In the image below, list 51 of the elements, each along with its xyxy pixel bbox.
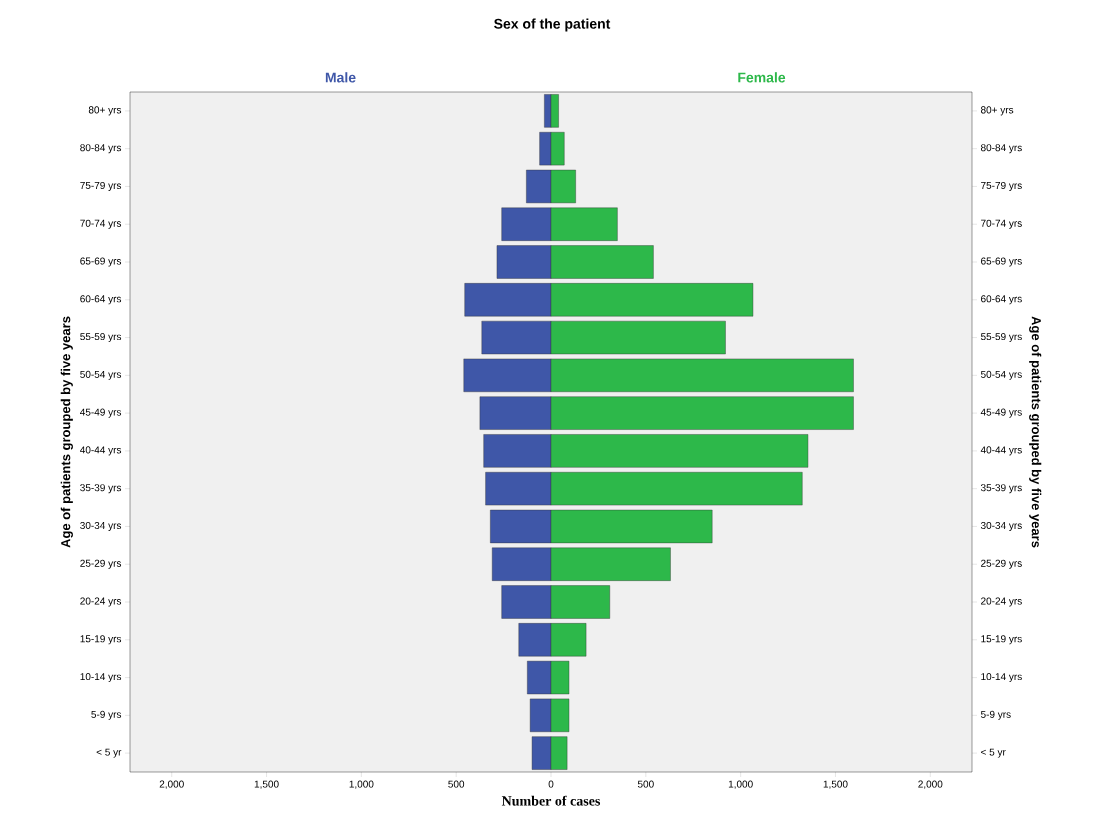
y-tick-label: 45-49 yrs [80,408,122,418]
y-tick-label: 60-64 yrs [80,295,122,305]
x-tick-label: 1,500 [823,780,848,789]
category-label: 80+ yrs [980,106,1014,116]
category-label: 40-44 yrs [980,446,1022,456]
category-label: 5-9 yrs [980,710,1011,720]
text: Male [325,72,356,83]
y-tick-label: 30-34 yrs [80,521,122,531]
category-label: 10-14 yrs [981,673,1022,683]
y-tick-label: 35-39 yrs [80,484,122,494]
x-tick-label: 2,000 [159,780,184,789]
category-label: 80-84 yrs [980,144,1022,154]
y-tick-label: 40-44 yrs [80,446,122,456]
y-axis-title: Age of patients grouped by five years [60,316,73,548]
category-label: 55-59 yrs [980,333,1022,343]
category-label: 50-54 yrs [980,370,1022,380]
category-label: 15-19 yrs [981,635,1022,645]
category-label: 25-29 yrs [981,559,1022,569]
category-label: 75-79 yrs [981,181,1022,191]
y-tick-label: 15-19 yrs [80,635,122,645]
y-tick-label: 20-24 yrs [80,597,122,607]
y-tick-label: 50-54 yrs [80,370,122,380]
y-tick-label: 65-69 yrs [80,257,122,267]
y-tick-label: 25-29 yrs [80,559,122,569]
x-tick-label: 1,000 [728,780,753,789]
category-label: 70-74 yrs [981,219,1022,229]
x-tick-label: 500 [637,780,654,788]
category-label: 45-49 yrs [980,408,1022,418]
category-label: 30-34 yrs [980,521,1022,531]
y-tick-label: < 5 yr [96,748,122,758]
category-label: < 5 yr [981,748,1006,758]
y-tick-label: 10-14 yrs [80,673,122,683]
y-tick-label: 55-59 yrs [80,333,122,343]
y-tick-label: 5-9 yrs [91,710,122,720]
category-label: 20-24 yrs [981,597,1022,607]
chart-title: Sex of the patient [494,18,611,32]
x-tick-label: 1,500 [254,780,279,789]
category-label: 60-64 yrs [981,295,1022,305]
category-label: 35-39 yrs [980,484,1022,494]
category-label: 65-69 yrs [981,257,1022,267]
x-axis-title: Number of cases [501,795,601,806]
y-tick-label: 75-79 yrs [80,181,122,191]
y-tick-label: 80-84 yrs [80,144,122,154]
y2-axis-title: Age of patients grouped by five years [1029,316,1042,548]
x-tick-label: 1,000 [349,780,374,789]
text: Female [738,72,786,83]
y-tick-label: 80+ yrs [88,106,122,116]
y-tick-label: 70-74 yrs [80,219,122,229]
x-tick-label: 0 [548,780,554,788]
x-tick-label: 2,000 [918,780,943,789]
x-tick-label: 500 [448,780,465,788]
